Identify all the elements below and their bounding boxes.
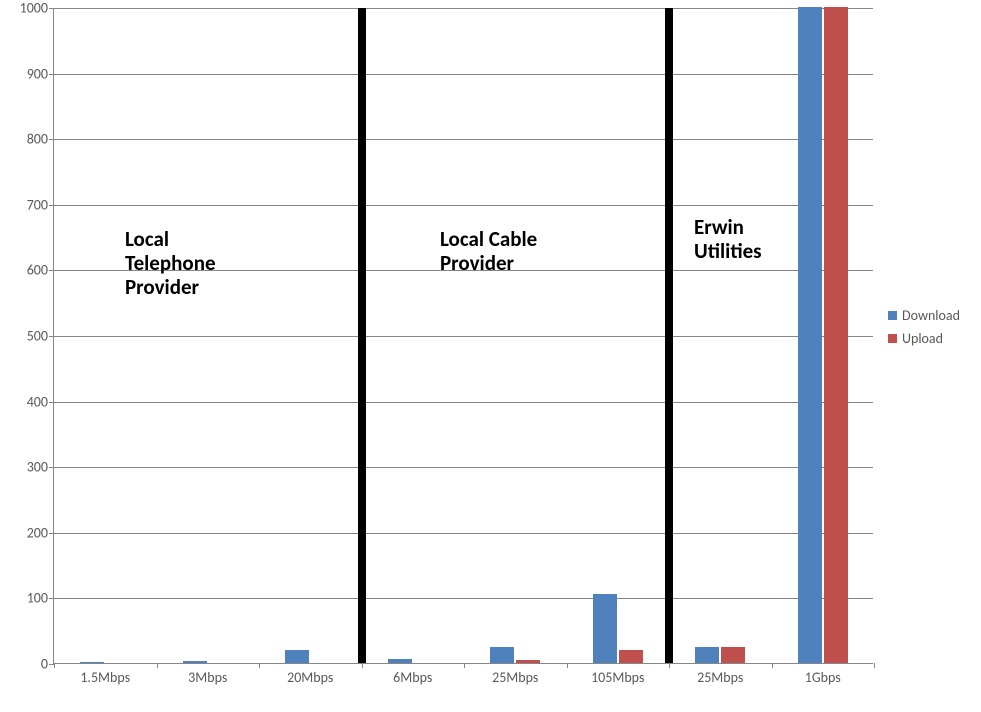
x-tick-mark — [772, 663, 773, 668]
y-tick-label: 600 — [27, 262, 54, 279]
bar-download — [285, 650, 309, 663]
group-separator — [665, 8, 673, 663]
gridline — [54, 74, 873, 75]
y-tick-label: 400 — [27, 393, 54, 410]
plot-area: 010020030040050060070080090010001.5Mbps3… — [53, 8, 873, 664]
gridline — [54, 467, 873, 468]
legend: Download Upload — [888, 307, 960, 347]
group-label-line: Utilities — [694, 239, 762, 263]
bar-download — [593, 594, 617, 663]
bar-upload — [721, 647, 745, 663]
y-tick-label: 200 — [27, 524, 54, 541]
bar-upload — [824, 7, 848, 663]
x-tick-mark — [669, 663, 670, 668]
legend-swatch — [888, 334, 897, 343]
x-tick-label: 20Mbps — [287, 663, 333, 686]
legend-item: Download — [888, 307, 960, 324]
group-separator — [358, 8, 366, 663]
legend-label: Upload — [902, 330, 943, 347]
bar-download — [183, 661, 207, 663]
bar-download — [798, 7, 822, 663]
legend-swatch — [888, 311, 897, 320]
y-tick-label: 0 — [41, 656, 54, 673]
group-label: Local CableProvider — [440, 227, 537, 275]
y-tick-label: 800 — [27, 131, 54, 148]
group-label-line: Provider — [440, 251, 537, 275]
gridline — [54, 598, 873, 599]
legend-label: Download — [902, 307, 960, 324]
x-tick-label: 3Mbps — [188, 663, 227, 686]
x-tick-label: 6Mbps — [393, 663, 432, 686]
group-label-line: Erwin — [694, 215, 762, 239]
gridline — [54, 336, 873, 337]
group-label-line: Telephone — [125, 251, 216, 275]
bar-download — [695, 647, 719, 663]
group-label: ErwinUtilities — [694, 215, 762, 263]
bar-upload — [619, 650, 643, 663]
bar-download — [388, 659, 412, 663]
y-tick-label: 700 — [27, 196, 54, 213]
legend-item: Upload — [888, 330, 960, 347]
x-tick-mark — [362, 663, 363, 668]
bar-upload — [516, 660, 540, 663]
gridline — [54, 205, 873, 206]
x-tick-mark — [874, 663, 875, 668]
group-label-line: Local Cable — [440, 227, 537, 251]
gridline — [54, 139, 873, 140]
bar-download — [490, 647, 514, 663]
group-label-line: Provider — [125, 275, 216, 299]
gridline — [54, 533, 873, 534]
gridline — [54, 8, 873, 9]
x-tick-label: 25Mbps — [492, 663, 538, 686]
x-tick-label: 1Gbps — [805, 663, 841, 686]
y-tick-label: 500 — [27, 328, 54, 345]
bandwidth-comparison-chart: 0 100 200 300 400 500 600 700 800 900 1000 1.5Mbps 3… — [0, 0, 981, 712]
y-tick-label: 900 — [27, 65, 54, 82]
x-tick-mark — [464, 663, 465, 668]
x-tick-mark — [54, 663, 55, 668]
gridline — [54, 402, 873, 403]
x-tick-mark — [567, 663, 568, 668]
group-label-line: Local — [125, 227, 216, 251]
x-tick-label: 105Mbps — [591, 663, 644, 686]
y-tick-label: 100 — [27, 590, 54, 607]
x-tick-label: 1.5Mbps — [80, 663, 130, 686]
y-tick-label: 300 — [27, 459, 54, 476]
group-label: LocalTelephoneProvider — [125, 227, 216, 299]
y-tick-label: 1000 — [20, 0, 54, 17]
bar-download — [80, 662, 104, 663]
x-tick-label: 25Mbps — [697, 663, 743, 686]
x-tick-mark — [157, 663, 158, 668]
x-tick-mark — [259, 663, 260, 668]
